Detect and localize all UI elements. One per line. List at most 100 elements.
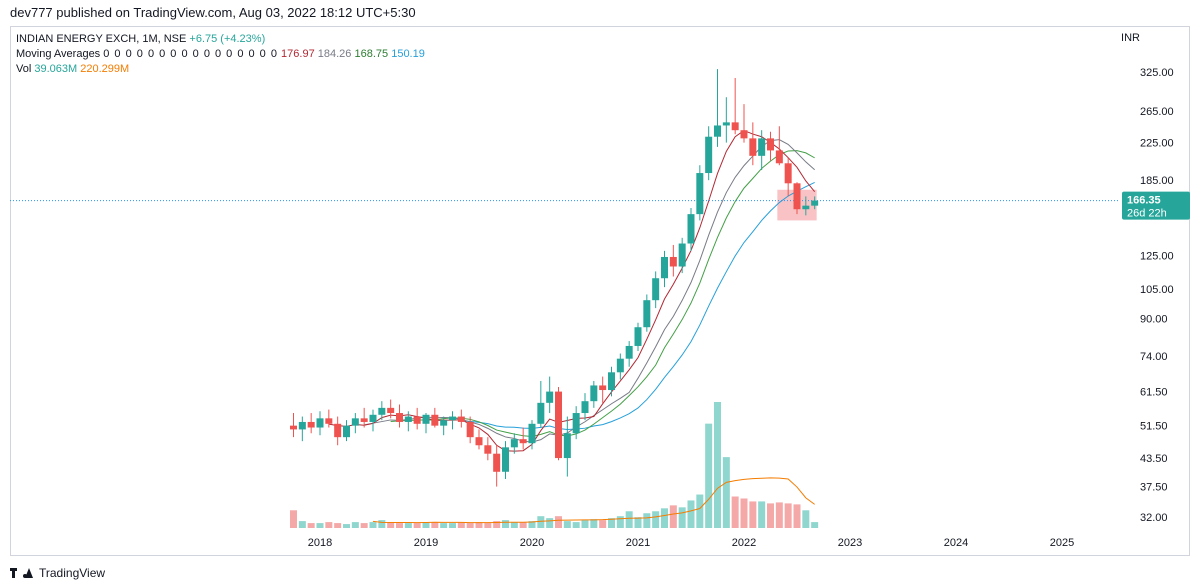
candle-body[interactable] <box>608 372 615 391</box>
candle-body[interactable] <box>802 205 810 210</box>
candle-body[interactable] <box>378 407 386 415</box>
candle-body[interactable] <box>360 418 368 422</box>
volume-bar <box>590 519 598 528</box>
candle-body[interactable] <box>475 437 483 446</box>
candle-body[interactable] <box>572 413 580 434</box>
volume-bar <box>484 523 492 528</box>
last-price-label: 166.35 <box>1127 195 1161 207</box>
candle-body[interactable] <box>307 421 315 428</box>
candle-body[interactable] <box>537 402 545 424</box>
volume-bar <box>572 522 580 528</box>
candle-body[interactable] <box>466 421 474 438</box>
y-tick-label: 105.00 <box>1140 284 1174 296</box>
candle-body[interactable] <box>369 414 377 422</box>
volume-bar <box>325 522 333 528</box>
volume-bar <box>793 504 801 528</box>
candle-body[interactable] <box>749 138 757 156</box>
candle-body[interactable] <box>555 391 562 459</box>
brand-name: TradingView <box>39 566 106 580</box>
volume-bar <box>731 496 739 528</box>
candle-body[interactable] <box>687 214 695 244</box>
candle-body[interactable] <box>696 173 704 215</box>
candle-body[interactable] <box>652 278 660 301</box>
candle-body[interactable] <box>422 414 430 424</box>
candle-body[interactable] <box>431 414 439 426</box>
candle-body[interactable] <box>714 125 721 137</box>
candle-body[interactable] <box>669 256 677 267</box>
candle-body[interactable] <box>396 413 403 422</box>
candle-body[interactable] <box>528 423 536 444</box>
candle-body[interactable] <box>767 138 774 151</box>
candle-body[interactable] <box>290 425 297 430</box>
y-tick-label: 51.50 <box>1140 421 1168 433</box>
candle-body[interactable] <box>457 416 465 422</box>
y-tick-label: 125.00 <box>1140 250 1174 262</box>
candle-body[interactable] <box>590 385 598 402</box>
volume-bar <box>749 501 757 528</box>
candle-body[interactable] <box>634 327 642 346</box>
candle-body[interactable] <box>413 416 421 424</box>
y-tick-label: 225.00 <box>1140 138 1174 150</box>
candle-body[interactable] <box>343 425 350 438</box>
volume-bar <box>396 523 403 528</box>
candle-body[interactable] <box>661 256 668 279</box>
candle-body[interactable] <box>502 447 509 472</box>
candle-body[interactable] <box>351 418 359 426</box>
volume-bar <box>404 523 412 528</box>
candle-body[interactable] <box>775 150 783 164</box>
candle-body[interactable] <box>484 445 492 454</box>
candle-body[interactable] <box>298 421 306 430</box>
vol-value-1: 39.063M <box>34 63 78 75</box>
volume-bar <box>290 510 297 528</box>
candle-body[interactable] <box>758 138 766 156</box>
candle-body[interactable] <box>616 358 624 373</box>
candle-body[interactable] <box>563 433 571 459</box>
vol-value-2: 220.299M <box>80 63 130 75</box>
candle-body[interactable] <box>404 416 412 422</box>
candle-body[interactable] <box>325 418 333 424</box>
ma-zeros: 0 0 0 0 0 0 0 0 0 0 0 0 0 0 0 0 <box>103 48 278 60</box>
candle-body[interactable] <box>599 385 607 391</box>
x-axis-label: 2019 <box>414 537 438 549</box>
symbol-row: INDIAN ENERGY EXCH, 1M, NSE +6.75 (+4.23… <box>16 32 425 47</box>
candle-body[interactable] <box>643 300 651 328</box>
candle-body[interactable] <box>334 423 342 438</box>
volume-bar <box>705 423 713 528</box>
candle-body[interactable] <box>316 418 324 428</box>
volume-bar <box>298 521 306 528</box>
candle-body[interactable] <box>740 130 748 139</box>
symbol-label[interactable]: INDIAN ENERGY EXCH, 1M, NSE <box>16 33 187 45</box>
y-tick-label: 74.00 <box>1140 351 1168 363</box>
candle-body[interactable] <box>705 136 713 174</box>
candle-body[interactable] <box>678 243 686 267</box>
candle-body[interactable] <box>449 416 456 421</box>
candle-body[interactable] <box>493 453 501 472</box>
volume-bar <box>678 507 686 528</box>
vol-label[interactable]: Vol <box>16 63 32 75</box>
volume-bar <box>502 520 509 528</box>
volume-bar <box>775 502 783 528</box>
candle-body[interactable] <box>440 420 448 426</box>
x-axis-label: 2024 <box>944 537 968 549</box>
volume-bar <box>546 518 554 528</box>
candle-body[interactable] <box>519 439 527 444</box>
candle-body[interactable] <box>784 163 792 184</box>
candle-body[interactable] <box>811 200 819 206</box>
countdown-label: 26d 22h <box>1127 208 1167 220</box>
tradingview-brand[interactable]: TradingView <box>10 566 105 580</box>
volume-bar <box>696 494 704 528</box>
candle-body[interactable] <box>793 183 801 210</box>
candle-body[interactable] <box>722 122 730 126</box>
candle-body[interactable] <box>581 401 589 414</box>
y-tick-label: 325.00 <box>1140 67 1174 79</box>
volume-bar <box>687 500 695 528</box>
chart-legend: INDIAN ENERGY EXCH, 1M, NSE +6.75 (+4.23… <box>16 32 425 77</box>
candle-body[interactable] <box>510 439 518 448</box>
candle-body[interactable] <box>731 122 739 131</box>
candle-body[interactable] <box>625 345 633 359</box>
chart-frame <box>10 26 1190 556</box>
ma-label[interactable]: Moving Averages <box>16 48 101 60</box>
candle-body[interactable] <box>387 407 395 414</box>
candle-body[interactable] <box>546 391 554 403</box>
